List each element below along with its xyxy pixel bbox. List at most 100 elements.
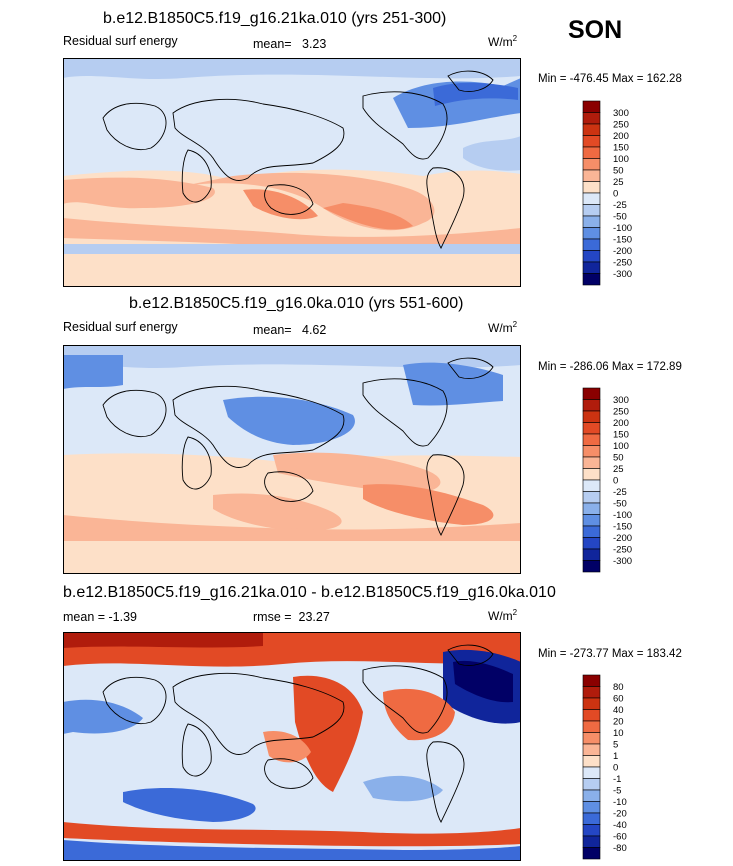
colorbar-tick-label: 10 bbox=[613, 728, 624, 739]
colorbar-tick-label: 250 bbox=[613, 120, 629, 131]
colorbar-box bbox=[582, 204, 601, 217]
colorbar-box bbox=[582, 560, 601, 573]
colorbar-tick-label: 25 bbox=[613, 177, 624, 188]
colorbar-tick-label: 50 bbox=[613, 453, 624, 464]
colorbar-tick-label: -100 bbox=[613, 223, 632, 234]
colorbar-box bbox=[582, 732, 601, 745]
colorbar-box bbox=[582, 169, 601, 182]
colorbar-tick-label: -60 bbox=[613, 832, 627, 843]
colorbar-box bbox=[582, 399, 601, 412]
colorbar-tick-label: 200 bbox=[613, 418, 629, 429]
colorbar-box bbox=[582, 686, 601, 699]
colorbar-box bbox=[582, 468, 601, 481]
panel1-mean-key: mean= bbox=[253, 37, 292, 51]
panel3-map bbox=[63, 632, 521, 861]
panel2-mean-label: mean= 4.62 bbox=[253, 323, 326, 337]
colorbar-box bbox=[582, 674, 601, 687]
colorbar-tick-label: -150 bbox=[613, 522, 632, 533]
colorbar-box bbox=[582, 112, 601, 125]
colorbar-tick-label: -50 bbox=[613, 499, 627, 510]
colorbar-box bbox=[582, 181, 601, 194]
colorbar-tick-label: -25 bbox=[613, 487, 627, 498]
colorbar-tick-label: 100 bbox=[613, 441, 629, 452]
colorbar-box bbox=[582, 135, 601, 148]
colorbar-box bbox=[582, 158, 601, 171]
colorbar-box bbox=[582, 422, 601, 435]
panel2-variable-label: Residual surf energy bbox=[63, 320, 178, 334]
panel1-colorbar: 30025020015010050250-25-50-100-150-200-2… bbox=[582, 100, 632, 286]
colorbar-tick-label: -40 bbox=[613, 820, 627, 831]
colorbar-box bbox=[582, 261, 601, 274]
colorbar-tick-label: 250 bbox=[613, 407, 629, 418]
colorbar-box bbox=[582, 778, 601, 791]
panel1-map bbox=[63, 58, 521, 287]
colorbar-tick-label: -150 bbox=[613, 235, 632, 246]
colorbar-box bbox=[582, 502, 601, 515]
panel3-rmse-key: rmse = bbox=[253, 610, 292, 624]
colorbar-tick-label: 50 bbox=[613, 166, 624, 177]
colorbar-box bbox=[582, 387, 601, 400]
colorbar-tick-label: -1 bbox=[613, 774, 621, 785]
panel1-mean-label: mean= 3.23 bbox=[253, 37, 326, 51]
panel1-units: W/m2 bbox=[488, 34, 518, 49]
panel2-minmax: Min = -286.06 Max = 172.89 bbox=[538, 361, 682, 373]
colorbar-tick-label: 25 bbox=[613, 464, 624, 475]
colorbar-tick-label: -5 bbox=[613, 786, 621, 797]
colorbar-box bbox=[582, 766, 601, 779]
colorbar-box bbox=[582, 456, 601, 469]
colorbar-tick-label: 300 bbox=[613, 108, 629, 119]
colorbar-box bbox=[582, 250, 601, 263]
panel2-units: W/m2 bbox=[488, 320, 518, 335]
colorbar-box bbox=[582, 215, 601, 228]
panel1-title: b.e12.B1850C5.f19_g16.21ka.010 (yrs 251-… bbox=[103, 10, 447, 27]
season-label: SON bbox=[568, 16, 623, 44]
colorbar-box bbox=[582, 525, 601, 538]
panel1-minmax: Min = -476.45 Max = 162.28 bbox=[538, 73, 682, 85]
colorbar-box bbox=[582, 479, 601, 492]
colorbar-tick-label: -25 bbox=[613, 200, 627, 211]
colorbar-tick-label: -10 bbox=[613, 797, 627, 808]
colorbar-box bbox=[582, 697, 601, 710]
colorbar-tick-label: 200 bbox=[613, 131, 629, 142]
panel3-minmax: Min = -273.77 Max = 183.42 bbox=[538, 648, 682, 660]
colorbar-tick-label: 80 bbox=[613, 682, 624, 693]
colorbar-box bbox=[582, 433, 601, 446]
colorbar-tick-label: -250 bbox=[613, 258, 632, 269]
colorbar-tick-label: -200 bbox=[613, 246, 632, 257]
colorbar-box bbox=[582, 743, 601, 756]
colorbar-box bbox=[582, 824, 601, 837]
colorbar-box bbox=[582, 709, 601, 722]
colorbar-box bbox=[582, 835, 601, 848]
colorbar-tick-label: -20 bbox=[613, 809, 627, 820]
colorbar-tick-label: -300 bbox=[613, 556, 632, 567]
colorbar-box bbox=[582, 812, 601, 825]
colorbar-box bbox=[582, 123, 601, 136]
colorbar-box bbox=[582, 491, 601, 504]
colorbar-box bbox=[582, 847, 601, 860]
panel2-title: b.e12.B1850C5.f19_g16.0ka.010 (yrs 551-6… bbox=[129, 295, 464, 312]
colorbar-box bbox=[582, 514, 601, 527]
colorbar-tick-label: 0 bbox=[613, 476, 618, 487]
panel1-variable-label: Residual surf energy bbox=[63, 34, 178, 48]
colorbar-box bbox=[582, 755, 601, 768]
colorbar-box bbox=[582, 789, 601, 802]
panel3-title: b.e12.B1850C5.f19_g16.21ka.010 - b.e12.B… bbox=[63, 584, 556, 601]
panel3-rmse-label: rmse = 23.27 bbox=[253, 610, 330, 624]
colorbar-box bbox=[582, 537, 601, 550]
colorbar-tick-label: 20 bbox=[613, 717, 624, 728]
panel1-mean-value: 3.23 bbox=[302, 37, 327, 51]
colorbar-box bbox=[582, 238, 601, 251]
colorbar-box bbox=[582, 410, 601, 423]
colorbar-box bbox=[582, 146, 601, 159]
panel3-mean-label: mean = -1.39 bbox=[63, 610, 138, 624]
colorbar-tick-label: 300 bbox=[613, 395, 629, 406]
colorbar-tick-label: 0 bbox=[613, 189, 618, 200]
colorbar-tick-label: 150 bbox=[613, 143, 629, 154]
panel2-mean-value: 4.62 bbox=[302, 323, 327, 337]
colorbar-box bbox=[582, 801, 601, 814]
colorbar-tick-label: 100 bbox=[613, 154, 629, 165]
colorbar-tick-label: -200 bbox=[613, 533, 632, 544]
colorbar-tick-label: 1 bbox=[613, 751, 618, 762]
colorbar-tick-label: -50 bbox=[613, 212, 627, 223]
